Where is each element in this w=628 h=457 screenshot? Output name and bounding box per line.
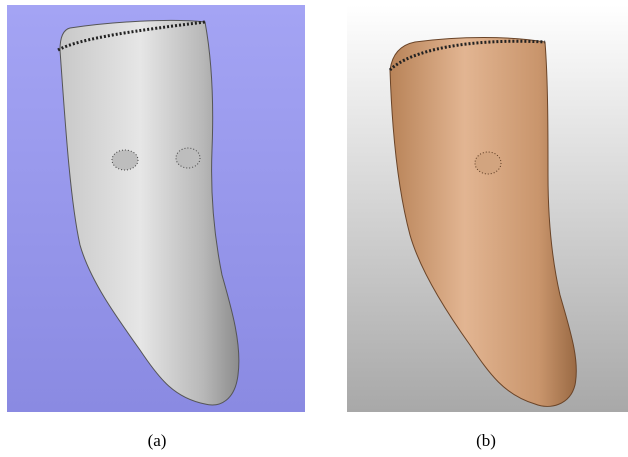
limb-scan [59, 19, 240, 406]
panel-label: (b) [476, 431, 496, 450]
feature [175, 147, 201, 169]
feature [474, 151, 502, 175]
limb-scan [389, 37, 577, 407]
feature [111, 149, 139, 171]
panel-label: (a) [148, 431, 167, 450]
panel-b: (b) [347, 5, 628, 450]
panel-a: (a) [7, 5, 305, 450]
